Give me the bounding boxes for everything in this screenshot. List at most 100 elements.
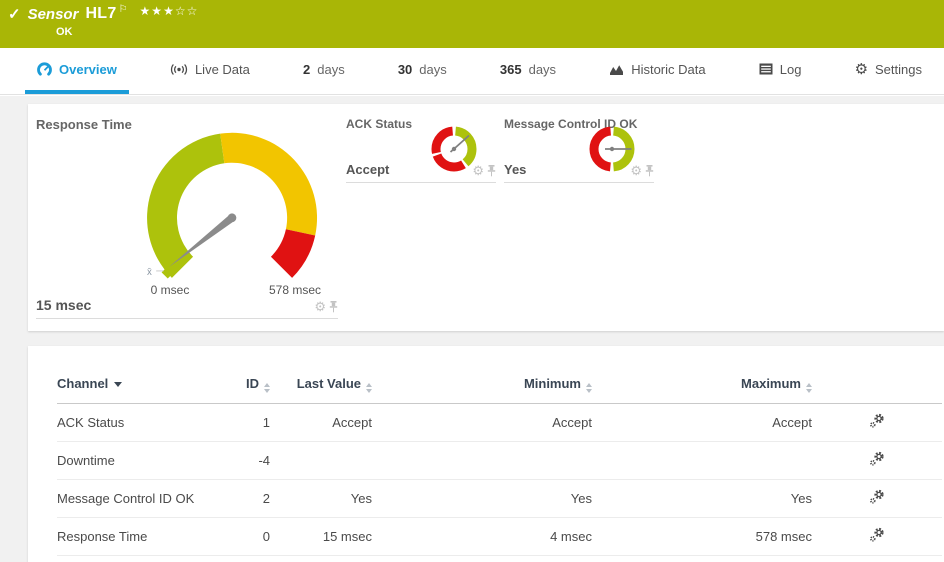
- tab-label: Live Data: [194, 61, 250, 77]
- column-header-last-value[interactable]: Last Value: [270, 374, 372, 403]
- tab-label: Log: [779, 61, 802, 77]
- table-row[interactable]: ACK Status 1 Accept Accept Accept: [57, 403, 942, 442]
- column-label: Maximum: [741, 376, 801, 391]
- cell-id: -4: [232, 441, 270, 480]
- pin-icon[interactable]: [645, 164, 654, 177]
- column-header-id[interactable]: ID: [232, 374, 270, 403]
- tab-label: days: [419, 61, 447, 77]
- table-row[interactable]: Downtime -4: [57, 441, 942, 480]
- cell-id: 2: [232, 479, 270, 518]
- gauge-settings-gear-icon[interactable]: ⚙: [472, 163, 484, 178]
- cell-maximum: Yes: [592, 479, 812, 518]
- edit-channel-gear-icon[interactable]: [869, 489, 885, 505]
- gauge-title: ACK Status: [346, 117, 413, 131]
- tab-label: days: [317, 61, 345, 77]
- column-label: Channel: [57, 376, 109, 391]
- mean-marker-label: x̄: [147, 267, 152, 278]
- status-badge: OK: [56, 26, 73, 38]
- tab-label: Historic Data: [631, 61, 706, 77]
- sensor-name: HL7: [85, 5, 117, 22]
- tab-log[interactable]: Log: [747, 48, 814, 94]
- column-header-minimum[interactable]: Minimum: [372, 374, 592, 403]
- gauge-current-value: 15 msec: [36, 297, 92, 313]
- cell-minimum: 4 msec: [372, 517, 592, 556]
- column-header-channel[interactable]: Channel: [57, 374, 232, 403]
- cell-channel: Response Time: [57, 517, 232, 556]
- tab-settings[interactable]: ⚙ Settings: [843, 48, 934, 94]
- gear-icon: ⚙: [854, 60, 869, 78]
- gauge-settings-gear-icon[interactable]: ⚙: [630, 163, 642, 178]
- sort-carets-icon: [366, 383, 372, 393]
- tab-30-days[interactable]: 30 days: [386, 48, 459, 94]
- cell-maximum: 578 msec: [592, 517, 812, 556]
- tab-label: days: [528, 61, 557, 77]
- column-label: Minimum: [523, 376, 581, 391]
- gauge-current-value: Yes: [504, 162, 527, 177]
- cell-maximum: [592, 441, 812, 480]
- tab-number: 365: [499, 61, 522, 77]
- gauge-title: Message Control ID OK: [504, 117, 638, 131]
- pin-icon[interactable]: [329, 300, 338, 313]
- sensor-title-bar: ✓ Sensor HL7 ⚐ ★★★☆☆ OK: [0, 0, 944, 48]
- tab-historic-data[interactable]: Historic Data: [597, 48, 717, 94]
- gauge-axis-labels: 0 msec 578 msec: [132, 283, 332, 297]
- cell-maximum: Accept: [592, 403, 812, 442]
- tab-bar: Overview Live Data 2 days 30 days 365 da…: [0, 48, 944, 95]
- gauge-title: Response Time: [36, 117, 132, 132]
- area-chart-icon: [610, 64, 624, 75]
- response-time-gauge: x̄: [147, 132, 318, 279]
- priority-stars[interactable]: ★★★☆☆: [139, 4, 199, 18]
- cell-minimum: [372, 441, 592, 480]
- current-value-marker: [161, 266, 174, 279]
- cell-minimum: Accept: [372, 403, 592, 442]
- tab-number: 30: [397, 61, 413, 77]
- channels-table-panel: Channel ID Last Value Minimum Maximum: [28, 346, 944, 562]
- cell-channel: ACK Status: [57, 403, 232, 442]
- tab-label: Overview: [59, 61, 117, 77]
- ack-status-donut-gauge: [431, 126, 477, 172]
- cell-minimum: Yes: [372, 479, 592, 518]
- message-control-id-gauge-widget: Message Control ID OK Yes ⚙: [504, 117, 654, 183]
- tab-365-days[interactable]: 365 days: [488, 48, 568, 94]
- table-row[interactable]: Response Time 0 15 msec 4 msec 578 msec: [57, 517, 942, 556]
- cell-last-value: Yes: [270, 479, 372, 518]
- log-list-icon: [759, 63, 773, 75]
- edit-channel-gear-icon[interactable]: [869, 527, 885, 543]
- gauge-settings-gear-icon[interactable]: ⚙: [314, 299, 326, 314]
- gauge-icon: [37, 61, 52, 76]
- message-control-id-donut-gauge: [589, 126, 635, 172]
- tab-live-data[interactable]: Live Data: [158, 48, 262, 94]
- gauge-min-label: 0 msec: [150, 282, 190, 297]
- column-label: Last Value: [296, 376, 361, 391]
- broadcast-icon: [170, 63, 188, 75]
- priority-flag-icon: ⚐: [118, 3, 128, 15]
- cell-id: 1: [232, 403, 270, 442]
- tab-label: Settings: [875, 61, 922, 77]
- column-label: ID: [246, 376, 259, 391]
- gauge-max-label: 578 msec: [268, 282, 322, 297]
- cell-last-value: [270, 441, 372, 480]
- tab-2-days[interactable]: 2 days: [291, 48, 357, 94]
- edit-channel-gear-icon[interactable]: [869, 413, 885, 429]
- edit-channel-gear-icon[interactable]: [869, 451, 885, 467]
- sort-carets-icon: [806, 383, 812, 393]
- sort-carets-icon: [264, 383, 270, 393]
- cell-last-value: 15 msec: [270, 517, 372, 556]
- column-header-maximum[interactable]: Maximum: [592, 374, 812, 403]
- sensor-type-label: Sensor: [27, 5, 79, 23]
- table-header-row: Channel ID Last Value Minimum Maximum: [57, 374, 942, 403]
- cell-channel: Downtime: [57, 441, 232, 480]
- tab-overview[interactable]: Overview: [25, 48, 129, 94]
- ack-status-gauge-widget: ACK Status Accept ⚙: [346, 117, 496, 183]
- cell-channel: Message Control ID OK: [57, 479, 232, 518]
- gauges-panel: Response Time x̄ 0 msec 578 msec 15 ms: [28, 104, 944, 331]
- table-row[interactable]: Message Control ID OK 2 Yes Yes Yes: [57, 479, 942, 518]
- pin-icon[interactable]: [487, 164, 496, 177]
- status-check-icon: ✓: [8, 6, 21, 23]
- channels-table: Channel ID Last Value Minimum Maximum: [57, 374, 942, 556]
- sort-caret-down-icon: [114, 382, 123, 387]
- column-header-actions: [812, 374, 942, 403]
- content-area: Response Time x̄ 0 msec 578 msec 15 ms: [0, 96, 944, 562]
- gauge-current-value: Accept: [346, 162, 390, 177]
- tab-number: 2: [303, 61, 311, 77]
